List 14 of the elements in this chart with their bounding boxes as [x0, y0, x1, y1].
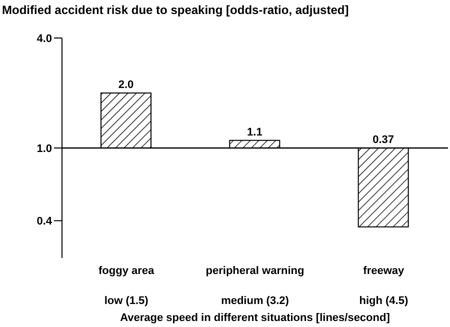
text: foggy area	[98, 265, 156, 277]
y-tick-label: 1.0	[36, 142, 52, 155]
data-label: 1.1	[247, 126, 262, 138]
y-tick-label: 0.4	[36, 216, 53, 228]
data-label: 0.37	[372, 134, 394, 146]
y-tick-label: 4.0	[36, 32, 52, 45]
x-tick-label: high (4.5)	[359, 295, 408, 307]
x-tick-label: medium (3.2)	[221, 295, 290, 307]
x-tick-label: low (1.5)	[104, 295, 149, 307]
chart-title: Modified accident risk due to speaking [odds-ratio, adjusted]	[2, 3, 349, 17]
text: freeway	[363, 265, 406, 277]
x-axis-title: Average speed in different situations [lines/second]	[120, 312, 390, 324]
text: peripheral warning	[206, 265, 304, 277]
data-label: 2.0	[118, 79, 134, 91]
